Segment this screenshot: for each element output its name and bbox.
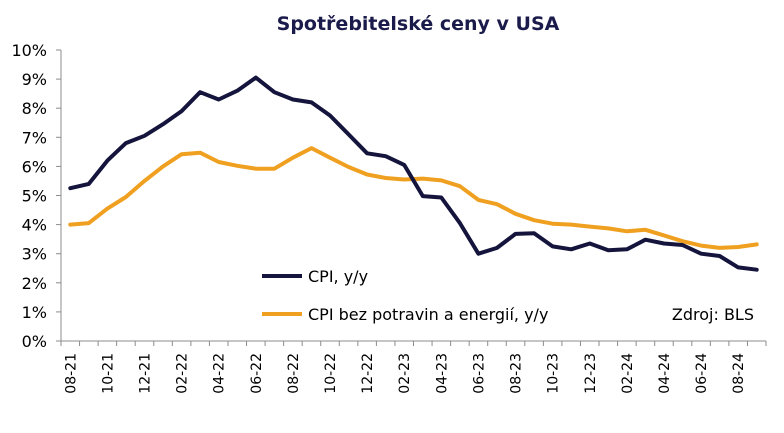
- y-tick-label: 8%: [22, 99, 47, 118]
- x-tick-label: 02-22: [175, 353, 191, 394]
- chart-title: Spotřebitelské ceny v USA: [277, 13, 560, 35]
- x-tick-label: 06-22: [249, 353, 265, 394]
- x-tick-label: 12-21: [137, 353, 153, 394]
- x-tick-label: 08-24: [731, 353, 747, 394]
- y-tick-label: 1%: [22, 303, 47, 322]
- x-tick-label: 10-22: [323, 353, 339, 394]
- x-tick-label: 08-23: [509, 353, 525, 394]
- axes: 0% 1% 2% 3% 4% 5% 6% 7% 8% 9% 10% 08-21 10-21 12-21 02…: [11, 41, 767, 394]
- x-tick-label: 08-21: [63, 353, 79, 394]
- x-tick-label: 06-23: [471, 353, 487, 394]
- x-tick-label: 10-21: [100, 353, 116, 394]
- x-tick-label: 06-24: [694, 353, 710, 394]
- source-note: Zdroj: BLS: [672, 305, 754, 324]
- x-tick-label: 10-23: [546, 353, 562, 394]
- y-tick-label: 9%: [22, 70, 47, 89]
- y-tick-label: 0%: [22, 332, 47, 351]
- y-tick-label: 5%: [22, 187, 47, 206]
- x-tick-label: 12-23: [583, 353, 599, 394]
- y-tick-label: 3%: [22, 245, 47, 264]
- legend: CPI, y/y CPI bez potravin a energií, y/y: [262, 267, 548, 324]
- x-tick-label: 08-22: [286, 353, 302, 394]
- core-cpi-series-line: [68, 146, 759, 250]
- x-tick-label: 12-22: [360, 353, 376, 394]
- x-tick-label: 04-23: [434, 353, 450, 394]
- cpi-series-line: [68, 75, 759, 272]
- y-tick-label: 4%: [22, 216, 47, 235]
- x-tick-label: 02-24: [620, 353, 636, 394]
- y-tick-label: 7%: [22, 128, 47, 147]
- y-tick-label: 6%: [22, 157, 47, 176]
- y-tick-label: 2%: [22, 274, 47, 293]
- x-tick-label: 04-24: [657, 353, 673, 394]
- y-tick-label: 10%: [11, 41, 47, 60]
- x-tick-label: 04-22: [212, 353, 228, 394]
- series-layer: [68, 75, 759, 272]
- legend-label-cpi: CPI, y/y: [308, 267, 368, 286]
- x-tick-label: 02-23: [397, 353, 413, 394]
- legend-label-core-cpi: CPI bez potravin a energií, y/y: [308, 305, 548, 324]
